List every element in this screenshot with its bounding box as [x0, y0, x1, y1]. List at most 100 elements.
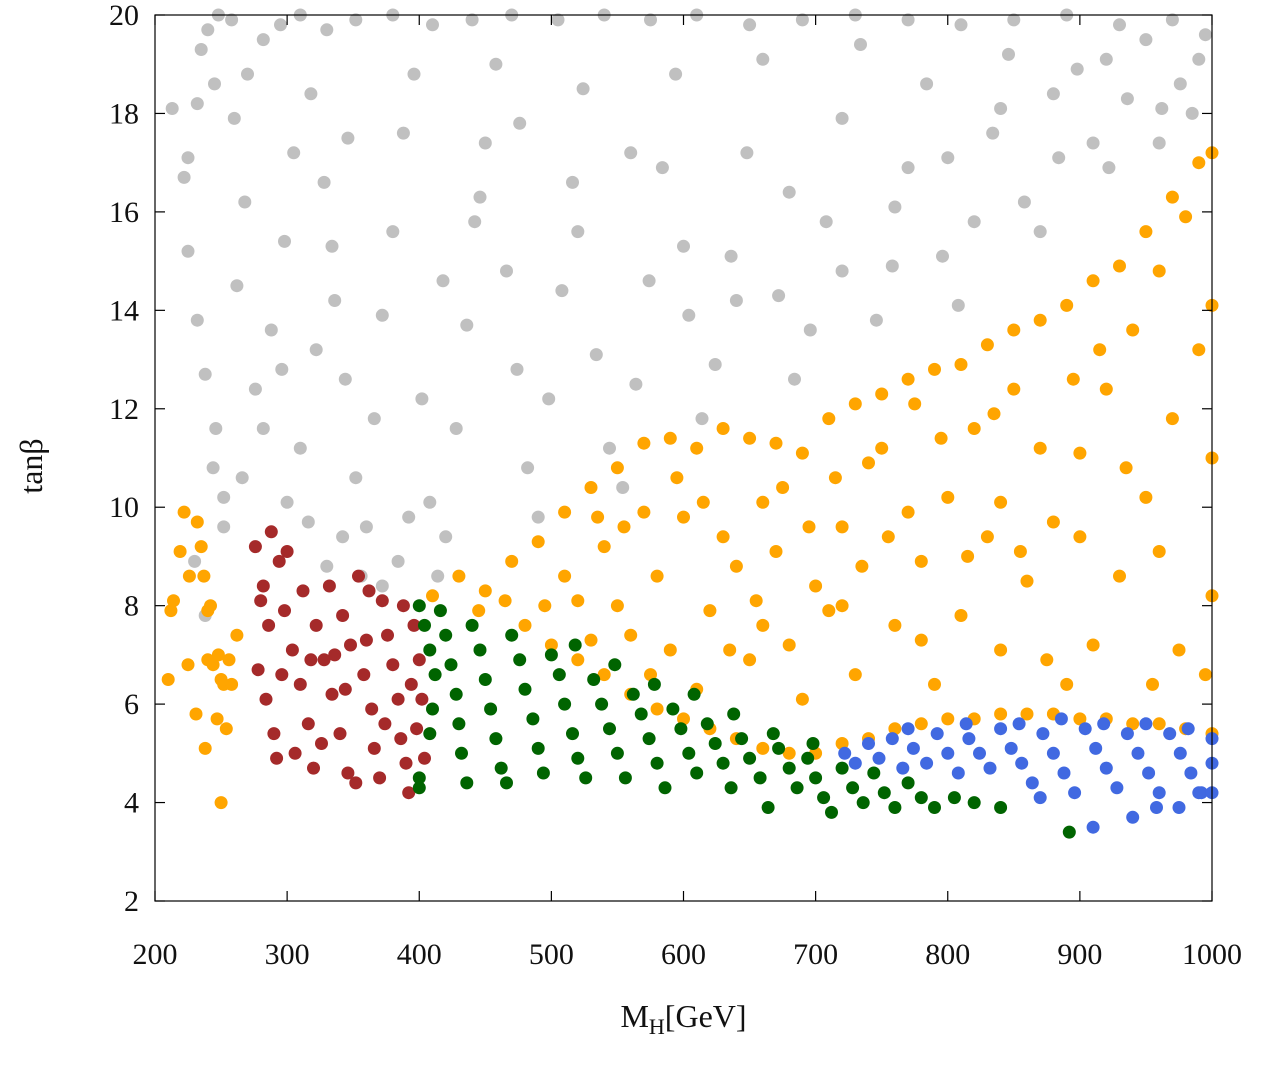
point-blue-41 [1172, 801, 1186, 814]
point-green-21 [500, 776, 513, 790]
point-brown-34 [394, 732, 408, 746]
point-grey-80 [669, 67, 683, 81]
y-tick-label-14: 14 [109, 294, 139, 327]
point-grey-133 [513, 116, 527, 130]
point-brown-50 [304, 653, 318, 667]
point-grey-108 [1120, 92, 1134, 106]
point-grey-113 [188, 554, 202, 568]
point-orange-139 [1073, 530, 1087, 544]
point-grey-57 [415, 392, 429, 406]
point-grey-104 [1052, 151, 1066, 165]
point-green-11 [449, 687, 463, 701]
point-grey-36 [198, 367, 212, 381]
point-grey-102 [1017, 195, 1031, 209]
point-orange-124 [743, 653, 757, 667]
point-orange-36 [716, 422, 730, 435]
point-green-64 [846, 781, 860, 795]
point-grey-70 [542, 392, 556, 406]
point-brown-27 [365, 702, 379, 716]
point-grey-71 [555, 284, 569, 298]
point-blue-16 [1015, 756, 1029, 770]
point-grey-10 [241, 67, 254, 81]
point-green-9 [439, 628, 453, 642]
point-orange-84 [597, 540, 611, 554]
point-orange-93 [835, 520, 849, 534]
point-grey-49 [338, 372, 352, 386]
point-grey-14 [320, 23, 334, 37]
point-green-54 [753, 771, 767, 785]
point-grey-140 [888, 200, 902, 214]
point-blue-29 [1152, 786, 1166, 800]
point-orange-21 [225, 677, 239, 691]
point-green-32 [571, 751, 585, 765]
point-brown-32 [386, 658, 400, 672]
point-blue-19 [1046, 746, 1060, 760]
point-brown-24 [344, 638, 357, 652]
point-grey-76 [616, 481, 630, 494]
point-orange-120 [848, 668, 862, 682]
point-green-45 [674, 722, 688, 736]
x-axis-title-subscript: H [649, 1014, 665, 1039]
point-orange-13 [204, 599, 217, 613]
point-orange-86 [650, 569, 664, 583]
point-orange-52 [1139, 225, 1153, 239]
point-blue-6 [906, 741, 920, 755]
point-blue-48 [901, 722, 915, 736]
point-orange-47 [1007, 323, 1021, 337]
point-blue-42 [1192, 786, 1206, 800]
point-grey-39 [217, 490, 231, 504]
point-grey-135 [624, 146, 638, 160]
point-orange-111 [1086, 638, 1100, 652]
point-blue-3 [872, 751, 886, 765]
point-green-28 [544, 648, 558, 662]
point-green-26 [531, 741, 545, 755]
point-orange-31 [584, 481, 598, 494]
point-grey-54 [386, 225, 400, 239]
point-brown-47 [254, 594, 268, 608]
point-blue-27 [1131, 746, 1145, 760]
point-green-27 [536, 766, 550, 780]
point-blue-4 [885, 732, 899, 746]
point-green-0 [412, 599, 426, 613]
point-grey-92 [854, 38, 867, 51]
point-orange-20 [222, 653, 236, 667]
point-orange-109 [1139, 490, 1153, 504]
point-grey-82 [695, 412, 709, 426]
point-grey-41 [238, 195, 252, 209]
point-orange-113 [1033, 441, 1047, 455]
point-blue-2 [862, 737, 875, 750]
point-brown-14 [307, 761, 320, 775]
point-grey-15 [349, 13, 363, 27]
point-orange-105 [1152, 264, 1166, 278]
point-grey-63 [468, 215, 482, 229]
point-grey-45 [287, 146, 301, 160]
point-green-71 [928, 801, 941, 814]
point-orange-90 [756, 495, 770, 509]
point-orange-58 [571, 653, 585, 667]
point-green-52 [735, 732, 749, 746]
point-orange-38 [769, 436, 783, 450]
x-axis-title-main: M [620, 998, 648, 1034]
point-blue-47 [1181, 722, 1195, 736]
point-grey-32 [1165, 13, 1179, 27]
point-grey-68 [521, 461, 535, 475]
point-orange-158 [828, 471, 842, 485]
point-brown-6 [251, 663, 265, 677]
point-grey-109 [1139, 33, 1153, 47]
x-axis-title-unit: [GeV] [665, 998, 747, 1034]
point-brown-37 [407, 618, 421, 632]
point-green-50 [716, 756, 730, 770]
point-green-48 [700, 717, 714, 731]
point-green-41 [642, 732, 656, 746]
point-grey-111 [1173, 77, 1187, 91]
point-brown-29 [373, 771, 387, 785]
point-grey-66 [500, 264, 513, 278]
point-grey-81 [682, 308, 696, 322]
point-orange-77 [1073, 712, 1087, 726]
point-grey-86 [756, 52, 770, 66]
point-grey-53 [375, 308, 389, 322]
point-brown-5 [262, 618, 276, 632]
point-grey-107 [1102, 161, 1116, 175]
point-orange-116 [954, 609, 968, 622]
point-grey-116 [235, 471, 249, 485]
